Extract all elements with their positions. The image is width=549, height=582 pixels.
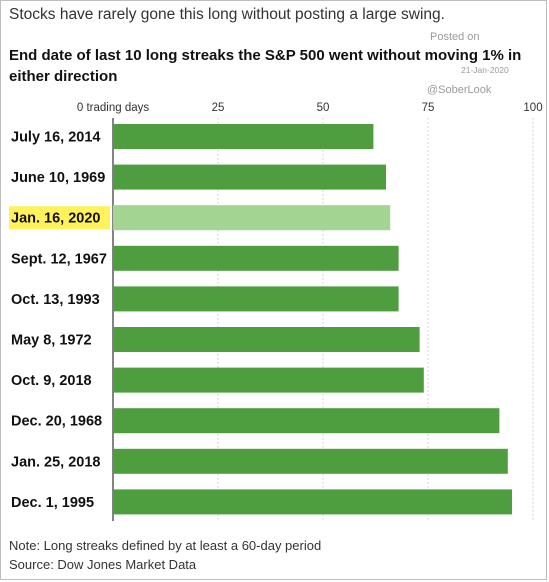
watermark-posted: Posted on bbox=[430, 31, 480, 43]
bar-4 bbox=[113, 286, 399, 312]
category-label-1: June 10, 1969 bbox=[11, 170, 105, 186]
bar-8 bbox=[113, 448, 508, 474]
category-label-9: Dec. 1, 1995 bbox=[11, 495, 94, 511]
tick-label-50: 50 bbox=[317, 102, 330, 114]
category-label-5: May 8, 1972 bbox=[11, 333, 92, 349]
category-label-4: Oct. 13, 1993 bbox=[11, 292, 100, 308]
bar-1 bbox=[113, 164, 386, 190]
tick-label-25: 25 bbox=[212, 102, 225, 114]
bar-3 bbox=[113, 245, 399, 271]
chart-title: End date of last 10 long streaks the S&P… bbox=[9, 47, 522, 85]
category-label-6: Oct. 9, 2018 bbox=[11, 373, 92, 389]
bar-9 bbox=[113, 489, 512, 515]
tick-label-75: 75 bbox=[422, 102, 435, 114]
headline: Stocks have rarely gone this long withou… bbox=[9, 6, 445, 23]
bar-2 bbox=[113, 205, 391, 231]
chart-source: Source: Dow Jones Market Data bbox=[9, 557, 197, 572]
bar-6 bbox=[113, 367, 424, 393]
category-label-0: July 16, 2014 bbox=[11, 130, 101, 146]
tick-labels: 0 trading days 25 50 75 100 bbox=[77, 102, 543, 114]
watermark-date: 21-Jan-2020 bbox=[461, 65, 509, 75]
chart-note: Note: Long streaks defined by at least a… bbox=[9, 538, 322, 553]
bars bbox=[113, 124, 512, 515]
category-label-3: Sept. 12, 1967 bbox=[11, 251, 107, 267]
bar-7 bbox=[113, 408, 500, 434]
watermark-handle: @SoberLook bbox=[427, 84, 492, 96]
bar-0 bbox=[113, 124, 374, 149]
category-label-2: Jan. 16, 2020 bbox=[11, 211, 101, 227]
bar-chart: 0 trading days 25 50 75 100 July 16, 2014 Jun… bbox=[9, 102, 543, 521]
bar-5 bbox=[113, 327, 420, 352]
tick-label-100: 100 bbox=[523, 102, 542, 114]
category-labels: July 16, 2014 June 10, 1969 Jan. 16, 2020 S… bbox=[9, 130, 110, 511]
highlight-label-bg bbox=[9, 206, 110, 230]
category-label-8: Jan. 25, 2018 bbox=[11, 454, 101, 470]
category-label-7: Dec. 20, 1968 bbox=[11, 414, 102, 430]
tick-label-0: 0 trading days bbox=[77, 102, 149, 114]
